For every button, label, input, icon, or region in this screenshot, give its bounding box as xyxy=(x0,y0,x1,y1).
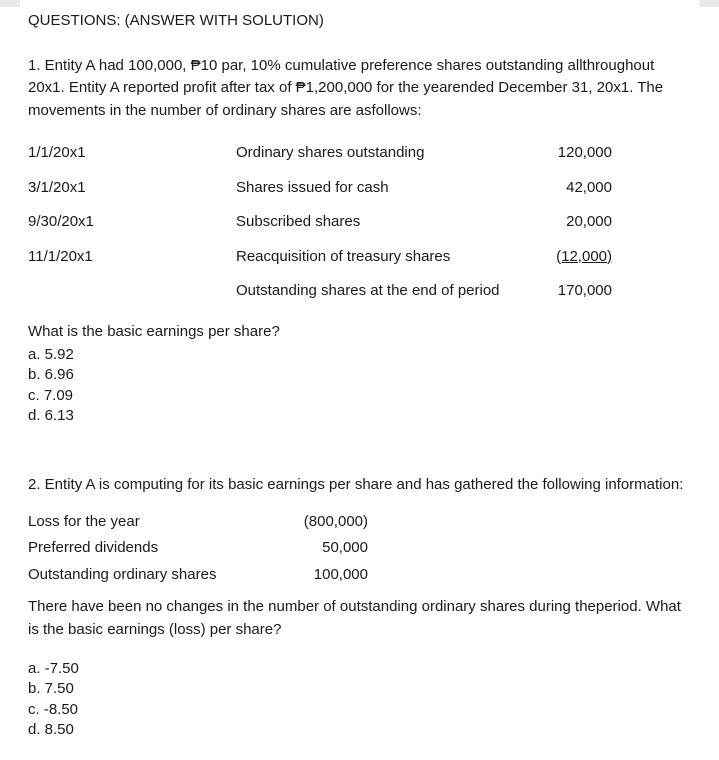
option-b: b. 6.96 xyxy=(28,365,691,385)
cell-label: Outstanding ordinary shares xyxy=(28,564,278,587)
q1-options: a. 5.92 b. 6.96 c. 7.09 d. 6.13 xyxy=(28,345,691,426)
q1-question: What is the basic earnings per share? xyxy=(28,321,691,344)
table-row: 3/1/20x1 Shares issued for cash 42,000 xyxy=(28,177,691,200)
cell-desc: Outstanding shares at the end of period xyxy=(236,280,532,303)
page-header: QUESTIONS: (ANSWER WITH SOLUTION) xyxy=(28,10,691,33)
option-c: c. 7.09 xyxy=(28,386,691,406)
table-row: 11/1/20x1 Reacquisition of treasury shar… xyxy=(28,246,691,269)
cell-val: 20,000 xyxy=(532,211,612,234)
table-row: Outstanding ordinary shares 100,000 xyxy=(28,564,691,587)
cell-date: 11/1/20x1 xyxy=(28,246,236,269)
table-row: Preferred dividends 50,000 xyxy=(28,537,691,560)
table-row: Loss for the year (800,000) xyxy=(28,511,691,534)
cell-label: Loss for the year xyxy=(28,511,278,534)
option-b: b. 7.50 xyxy=(28,679,691,699)
q2-options: a. -7.50 b. 7.50 c. -8.50 d. 8.50 xyxy=(28,659,691,740)
q1-movements-table: 1/1/20x1 Ordinary shares outstanding 120… xyxy=(28,142,691,303)
cell-desc: Reacquisition of treasury shares xyxy=(236,246,532,269)
q2-stem: 2. Entity A is computing for its basic e… xyxy=(28,474,691,497)
cell-val: 50,000 xyxy=(278,537,368,560)
cell-val: 120,000 xyxy=(532,142,612,165)
q1-stem: 1. Entity A had 100,000, ₱10 par, 10% cu… xyxy=(28,55,691,123)
cell-desc: Shares issued for cash xyxy=(236,177,532,200)
table-row: 1/1/20x1 Ordinary shares outstanding 120… xyxy=(28,142,691,165)
cell-date: 9/30/20x1 xyxy=(28,211,236,234)
table-row: 9/30/20x1 Subscribed shares 20,000 xyxy=(28,211,691,234)
option-d: d. 6.13 xyxy=(28,406,691,426)
option-d: d. 8.50 xyxy=(28,720,691,740)
option-c: c. -8.50 xyxy=(28,700,691,720)
table-row: Outstanding shares at the end of period … xyxy=(28,280,691,303)
cell-val: 100,000 xyxy=(278,564,368,587)
option-a: a. 5.92 xyxy=(28,345,691,365)
option-a: a. -7.50 xyxy=(28,659,691,679)
cell-desc: Ordinary shares outstanding xyxy=(236,142,532,165)
cell-val: (800,000) xyxy=(278,511,368,534)
cell-date: 1/1/20x1 xyxy=(28,142,236,165)
cell-val: 42,000 xyxy=(532,177,612,200)
cell-date: 3/1/20x1 xyxy=(28,177,236,200)
q2-data-table: Loss for the year (800,000) Preferred di… xyxy=(28,511,691,587)
cell-val: (12,000) xyxy=(556,248,612,265)
cell-date xyxy=(28,280,236,303)
document-page: QUESTIONS: (ANSWER WITH SOLUTION) 1. Ent… xyxy=(0,0,719,760)
cell-val: 170,000 xyxy=(532,280,612,303)
q2-tail: There have been no changes in the number… xyxy=(28,596,691,641)
q2-section: 2. Entity A is computing for its basic e… xyxy=(28,474,691,740)
cell-desc: Subscribed shares xyxy=(236,211,532,234)
cell-label: Preferred dividends xyxy=(28,537,278,560)
